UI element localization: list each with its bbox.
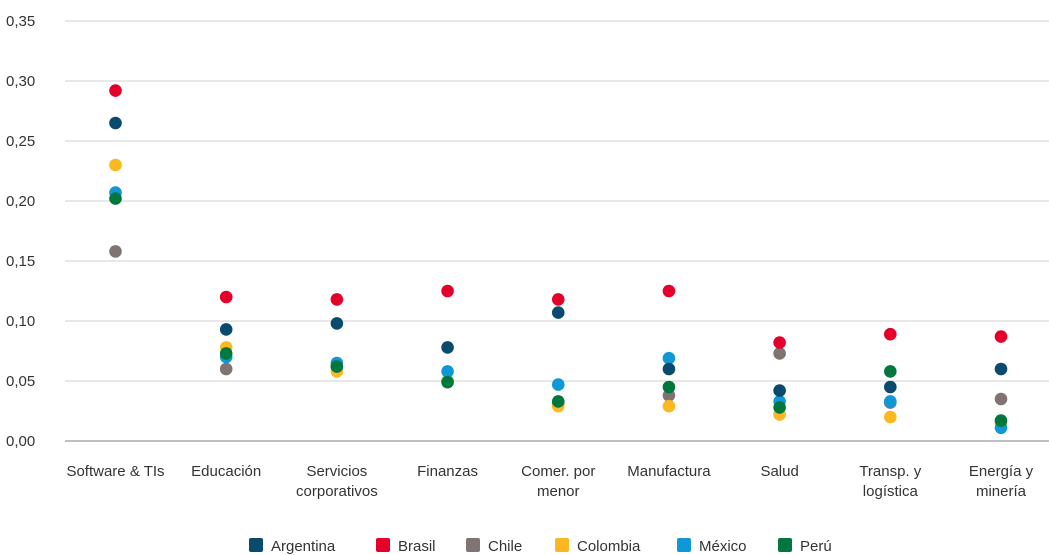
x-category-label: Comer. por menor	[521, 463, 595, 500]
point-brasil	[441, 284, 454, 298]
legend-label: Chile	[488, 538, 522, 555]
x-category-label: Educación	[191, 463, 261, 480]
legend-label: México	[699, 538, 747, 555]
legend-label: Argentina	[271, 538, 336, 555]
y-axis-ticks: 0,00 0,05 0,10 0,15 0,20 0,25 0,30 0,35	[6, 13, 35, 450]
legend-swatch-méxico	[677, 538, 691, 552]
point-chile	[109, 245, 122, 258]
point-perú	[219, 347, 233, 360]
y-tick-label: 0,30	[6, 73, 35, 90]
x-category-label: Software & TIs	[66, 463, 164, 480]
data-points	[109, 84, 1008, 435]
x-category-label: Finanzas	[417, 463, 478, 480]
point-méxico	[551, 378, 565, 391]
point-chile	[994, 392, 1008, 406]
point-brasil	[219, 290, 233, 304]
legend-swatch-brasil	[376, 538, 390, 552]
legend-swatch-chile	[466, 538, 480, 552]
point-brasil	[109, 84, 122, 97]
point-argentina	[662, 362, 676, 376]
point-argentina	[551, 306, 565, 319]
point-argentina	[219, 323, 233, 336]
point-brasil	[662, 284, 676, 298]
point-chile	[773, 347, 786, 360]
point-méxico	[884, 395, 897, 408]
y-tick-label: 0,10	[6, 313, 35, 330]
x-category-label: Servicios corporativos	[296, 463, 378, 500]
point-perú	[109, 192, 122, 205]
point-perú	[441, 375, 454, 389]
legend: Argentina Brasil Chile Colombia México Perú	[249, 538, 832, 555]
legend-label: Perú	[800, 538, 832, 555]
point-argentina	[109, 116, 122, 130]
point-colombia	[662, 399, 676, 413]
point-perú	[994, 414, 1008, 427]
point-brasil	[773, 336, 786, 349]
point-argentina	[330, 317, 344, 330]
x-category-label: Transp. y logística	[859, 463, 921, 500]
x-category-label: Manufactura	[627, 463, 711, 480]
legend-swatch-colombia	[555, 538, 569, 552]
point-colombia	[109, 158, 122, 172]
gridlines	[65, 20, 1049, 442]
y-tick-label: 0,20	[6, 193, 35, 210]
point-argentina	[441, 341, 454, 354]
legend-swatch-argentina	[249, 538, 263, 552]
point-perú	[884, 365, 897, 378]
point-argentina	[773, 384, 786, 397]
point-méxico	[441, 365, 454, 378]
point-brasil	[994, 330, 1008, 343]
x-axis-labels: Software & TIs Educación Servicios corporat…	[66, 463, 1033, 500]
y-tick-label: 0,00	[6, 433, 35, 450]
point-perú	[330, 360, 344, 373]
x-category-label: Energía y minería	[969, 463, 1034, 500]
y-tick-label: 0,05	[6, 373, 35, 390]
y-tick-label: 0,35	[6, 13, 35, 30]
legend-label: Brasil	[398, 538, 436, 555]
point-brasil	[884, 327, 897, 341]
point-brasil	[330, 293, 344, 306]
point-chile	[219, 362, 233, 376]
point-brasil	[551, 293, 565, 306]
y-tick-label: 0,15	[6, 253, 35, 270]
x-category-label: Salud	[760, 463, 798, 480]
y-tick-label: 0,25	[6, 133, 35, 150]
point-argentina	[994, 362, 1008, 376]
point-colombia	[884, 410, 897, 424]
point-perú	[773, 401, 786, 414]
point-perú	[551, 395, 565, 408]
legend-swatch-perú	[778, 538, 792, 552]
point-perú	[662, 380, 676, 394]
point-méxico	[662, 351, 676, 365]
point-argentina	[884, 380, 897, 394]
legend-label: Colombia	[577, 538, 641, 555]
